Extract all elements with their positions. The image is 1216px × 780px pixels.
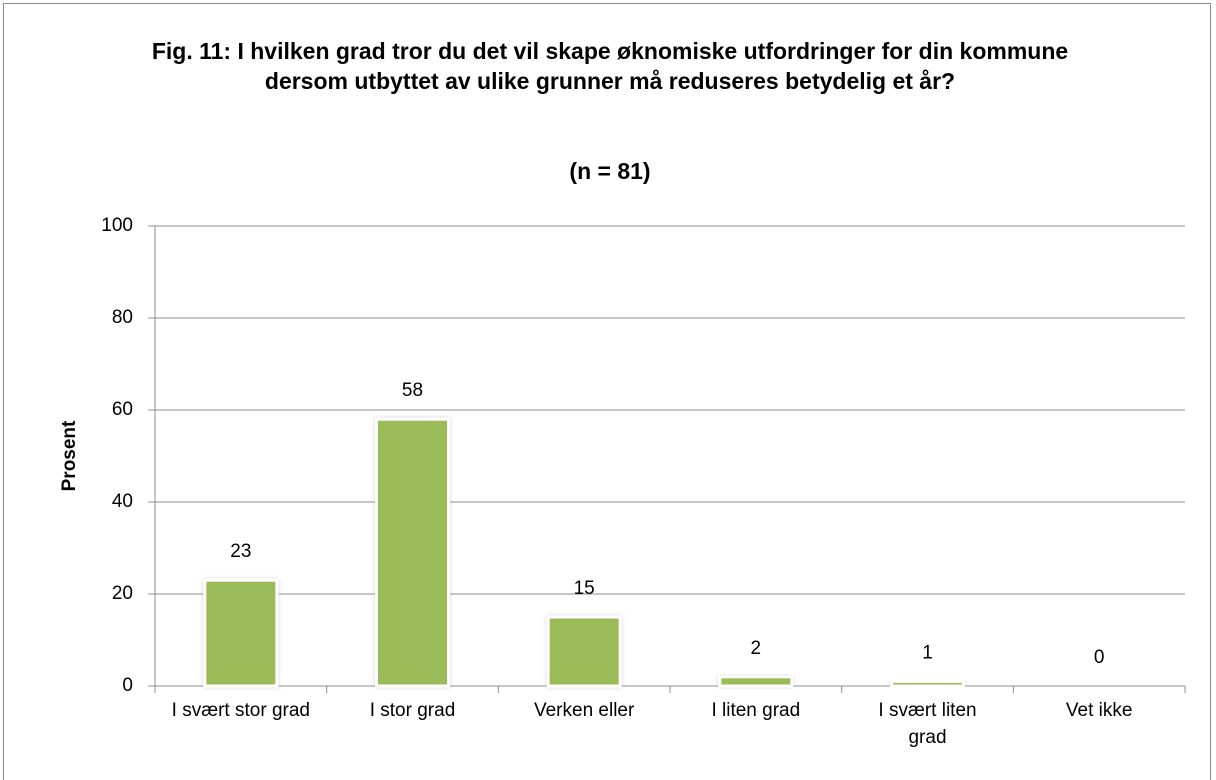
y-tick-label: 60	[112, 399, 133, 420]
chart-border	[3, 3, 1211, 780]
chart-title: Fig. 11: I hvilken grad tror du det vil …	[151, 38, 1069, 94]
x-tick-label: I liten grad	[711, 700, 801, 721]
y-tick-label: 20	[112, 583, 133, 604]
x-tick-label: I stor grad	[369, 700, 456, 721]
bar	[203, 578, 279, 688]
chart-subtitle: (n = 81)	[569, 158, 651, 184]
data-label: 1	[922, 642, 933, 663]
bar	[375, 417, 450, 688]
bar	[546, 615, 622, 688]
data-label: 0	[1094, 647, 1105, 668]
data-label: 2	[751, 638, 762, 659]
data-label: 15	[574, 578, 595, 599]
y-tick-label: 100	[101, 215, 133, 236]
bar	[890, 679, 965, 688]
x-tick-label: I svært stor grad	[171, 700, 310, 721]
data-label: 23	[230, 541, 251, 562]
y-axis-label: Prosent	[59, 420, 80, 491]
data-label: 58	[402, 380, 423, 401]
y-tick-label: 80	[112, 307, 133, 328]
x-tick-label: Verken eller	[533, 700, 635, 721]
x-tick-label: I svært liten grad	[878, 700, 977, 748]
x-tick-label: Vet ikke	[1065, 700, 1133, 721]
y-tick-label: 40	[112, 491, 133, 512]
bar	[718, 675, 794, 688]
y-tick-label: 0	[122, 675, 133, 696]
